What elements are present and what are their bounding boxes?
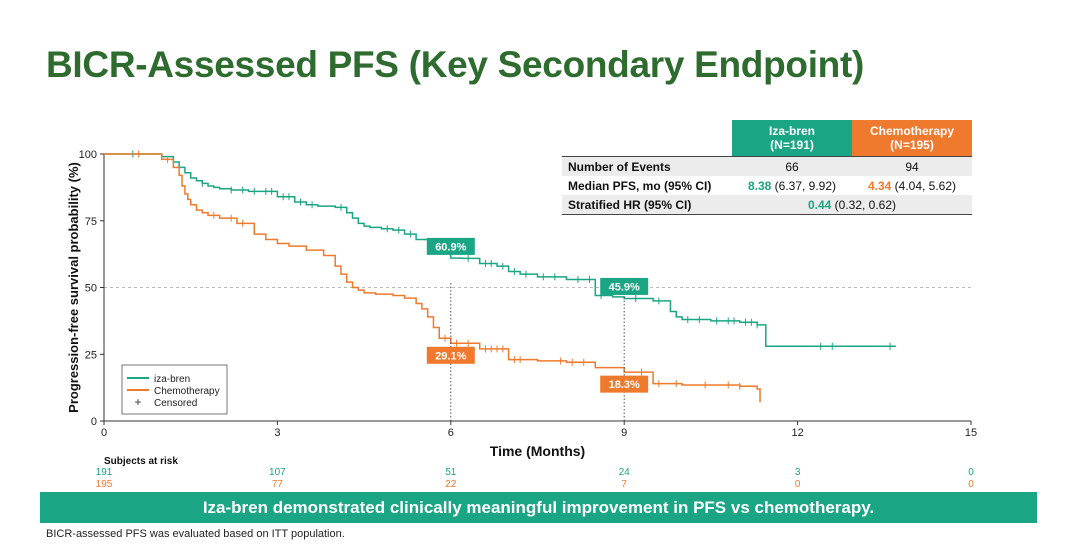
events-iza: 66	[732, 156, 852, 176]
row-label-median: Median PFS, mo (95% CI)	[568, 178, 712, 193]
median-chemo-value: 4.34	[867, 178, 892, 193]
landmark-label: 60.9%	[435, 241, 466, 253]
risk-count-chemo: 22	[445, 479, 457, 490]
y-tick-label: 25	[85, 349, 97, 361]
landmark-label-box	[426, 237, 475, 255]
landmark-label-box	[600, 375, 649, 393]
hr-ci: (0.32, 0.62)	[834, 197, 897, 212]
x-tick-label: 12	[791, 427, 803, 439]
median-iza-value: 8.38	[747, 178, 772, 193]
landmark-label-box	[426, 346, 475, 364]
y-axis-label: Progression-free survival probability (%…	[66, 162, 81, 413]
axis-layer: 0 25 50 75 100 0 3 6 9 12 15 Time (Months) Progressi…	[66, 149, 977, 459]
hr-value-cell: 0.44 (0.32, 0.62)	[732, 195, 972, 215]
risk-count-iza: 191	[96, 467, 113, 478]
landmark-label: 29.1%	[435, 350, 466, 362]
x-tick-label: 15	[965, 427, 977, 439]
header-iza-n: (N=191)	[770, 138, 814, 152]
risk-count-iza: 107	[269, 467, 286, 478]
footnote: BICR-assessed PFS was evaluated based on…	[46, 528, 345, 540]
legend-label: iza-bren	[154, 374, 190, 385]
risk-count-chemo: 77	[272, 479, 284, 490]
page-title: BICR-Assessed PFS (Key Secondary Endpoin…	[46, 44, 865, 85]
x-tick-label: 9	[621, 427, 627, 439]
header-iza-name: Iza-bren	[768, 124, 815, 138]
series-layer	[104, 150, 896, 403]
median-chemo: 4.34 (4.04, 5.62)	[852, 176, 972, 195]
median-iza-ci: (6.37, 9.92)	[774, 178, 837, 193]
risk-table-title: Subjects at risk	[104, 456, 178, 467]
x-tick-label: 0	[101, 427, 107, 439]
x-tick-label: 6	[448, 427, 454, 439]
risk-count-chemo: 0	[968, 479, 974, 490]
km-curve-iza	[104, 153, 896, 347]
y-tick-label: 75	[85, 216, 97, 228]
y-tick-label: 0	[91, 416, 97, 428]
legend-label: Censored	[154, 398, 197, 409]
table-row-median: Median PFS, mo (95% CI) 8.38 (6.37, 9.92…	[562, 176, 972, 195]
risk-count-chemo: 7	[621, 479, 627, 490]
row-label-events: Number of Events	[562, 156, 732, 176]
risk-count-iza: 0	[968, 467, 974, 478]
x-tick-label: 3	[274, 427, 280, 439]
x-axis-label: Time (Months)	[490, 443, 585, 459]
risk-count-iza: 24	[619, 467, 631, 478]
table-row-events: Number of Events 66 94	[562, 156, 972, 176]
header-chemo-name: Chemotherapy	[869, 124, 955, 138]
km-curve-chemo	[104, 153, 761, 403]
risk-count-chemo: 195	[96, 479, 113, 490]
header-iza: Iza-bren (N=191)	[732, 120, 852, 157]
risk-count-iza: 51	[445, 467, 457, 478]
table-row-hr: Stratified HR (95% CI) 0.44 (0.32, 0.62)	[562, 195, 972, 215]
risk-count-iza: 3	[795, 467, 801, 478]
conclusion-banner: Iza-bren demonstrated clinically meaning…	[40, 492, 1037, 523]
landmark-label-box	[600, 277, 649, 295]
risk-count-chemo: 0	[795, 479, 801, 490]
y-tick-label: 100	[79, 149, 97, 161]
annotation-layer: 60.9% 45.9% 29.1% 18.3%	[426, 237, 649, 421]
legend-label: Chemotherapy	[154, 386, 220, 397]
y-tick-label: 50	[85, 283, 97, 295]
header-chemo-n: (N=195)	[890, 138, 934, 152]
landmark-label: 18.3%	[609, 379, 640, 391]
row-label-hr: Stratified HR (95% CI)	[562, 195, 732, 215]
legend-swatch-censored: +	[134, 395, 141, 409]
events-chemo: 94	[852, 156, 972, 176]
median-chemo-ci: (4.04, 5.62)	[894, 178, 957, 193]
header-chemo: Chemotherapy (N=195)	[852, 120, 972, 157]
landmark-label: 45.9%	[609, 281, 640, 293]
hr-value: 0.44	[807, 197, 832, 212]
stats-table: Iza-bren (N=191) Chemotherapy (N=195) Nu…	[562, 120, 972, 215]
median-iza: 8.38 (6.37, 9.92)	[732, 176, 852, 195]
